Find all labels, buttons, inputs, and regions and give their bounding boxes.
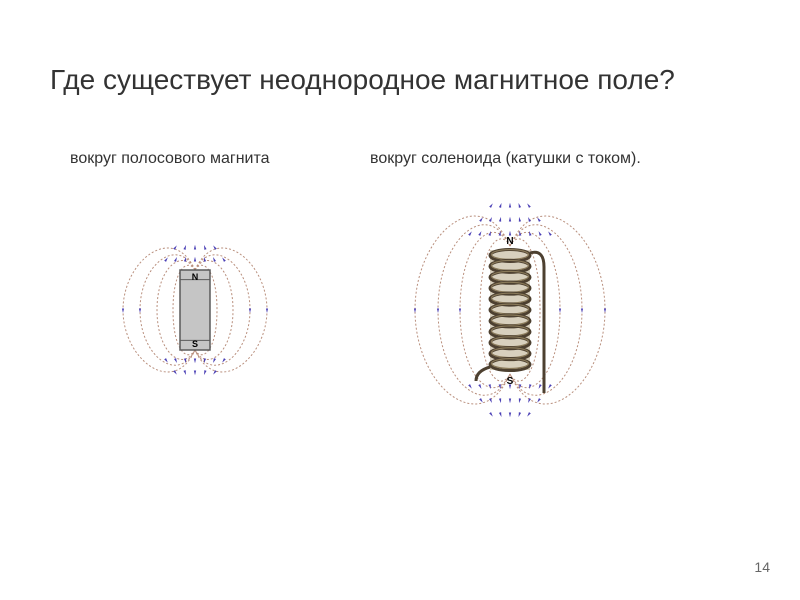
caption-solenoid: вокруг соленоида (катушки с током). — [370, 150, 641, 168]
figure-bar-magnet: NS — [100, 215, 290, 405]
figure-solenoid: NS — [395, 180, 625, 440]
page-number: 14 — [754, 559, 770, 575]
slide: Где существует неоднородное магнитное по… — [0, 0, 800, 600]
caption-bar-magnet: вокруг полосового магнита — [70, 150, 270, 168]
bar-magnet-svg: NS — [100, 215, 290, 405]
svg-text:S: S — [192, 339, 198, 349]
svg-text:N: N — [506, 236, 513, 247]
solenoid-svg: NS — [395, 180, 625, 440]
svg-text:N: N — [192, 272, 199, 282]
slide-title: Где существует неоднородное магнитное по… — [50, 62, 750, 97]
